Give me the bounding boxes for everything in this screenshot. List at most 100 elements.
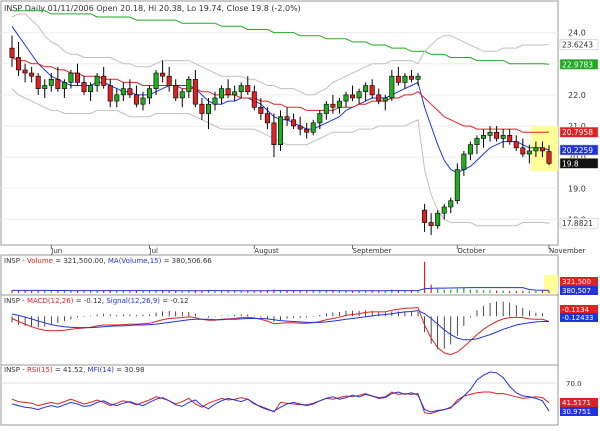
candle-body-42 [284, 116, 290, 121]
candle-body-24 [166, 75, 172, 86]
volume-header-ma-label: MA(Volume,15) [108, 257, 162, 265]
candle-body-7 [55, 78, 61, 89]
candle-body-63 [422, 209, 428, 223]
month-label-5: November [549, 247, 586, 255]
candle-body-82 [546, 151, 552, 164]
candle-body-14 [101, 75, 107, 86]
volume-bar-78 [522, 290, 524, 293]
candle-body-1 [16, 57, 22, 71]
candle-body-10 [74, 72, 80, 83]
rsi-panel-frame [0, 364, 559, 426]
volume-bar-56 [378, 291, 380, 293]
candle-body-25 [173, 85, 179, 99]
candle-body-3 [29, 72, 35, 77]
candle-body-64 [428, 222, 434, 226]
price-tag-0 [559, 39, 599, 50]
volume-bar-12 [89, 290, 92, 293]
volume-bar-74 [496, 290, 498, 293]
rsi-tag-bottom-text: 30.9751 [562, 408, 591, 416]
candle-body-79 [526, 150, 532, 155]
rsi-line-1 [11, 371, 550, 413]
price-tick-4: 20.0 [568, 153, 586, 162]
volume-bar-2 [24, 290, 26, 293]
candle-body-56 [376, 94, 382, 102]
price-tag-3 [559, 144, 599, 156]
volume-bar-71 [476, 289, 478, 293]
volume-bar-53 [358, 290, 360, 293]
month-label-2: August [254, 247, 279, 255]
price-panel: INSP Daily 01/11/2006 Open 20.18, Hi 20.… [0, 0, 599, 255]
rsi-lines [11, 371, 550, 415]
candle-body-6 [48, 78, 54, 86]
candle-body-20 [140, 97, 146, 105]
price-tag-4 [559, 158, 599, 169]
price-header-text: Daily 01/11/2006 Open 20.18, Hi 20.38, L… [25, 4, 301, 13]
volume-bar-8 [63, 290, 65, 293]
candle-body-2 [22, 69, 28, 74]
macd-panel: INSP - MACD(12,26) = -0.12, Signal(12,26… [0, 294, 598, 366]
candle-body-36 [245, 85, 251, 93]
price-tags: 23.6243 22.9783 20.7958 20.2259 19.8 17.8821 [559, 39, 599, 229]
rsi-header-label: RSI(15) [27, 366, 53, 374]
macd-header-signal-label: Signal(12,26,9) [106, 297, 160, 305]
candle-body-55 [369, 85, 375, 96]
macd-header-symbol: INSP [4, 297, 20, 305]
volume-bar-31 [214, 290, 216, 293]
volume-bar-62 [417, 290, 419, 293]
volume-bar-45 [306, 291, 308, 293]
month-label-3: September [353, 247, 392, 255]
volume-bar-35 [240, 290, 242, 293]
volume-bar-29 [201, 290, 203, 293]
price-tag-text-4: 19.8 [562, 159, 579, 168]
volume-bars [11, 261, 550, 293]
volume-bar-33 [227, 291, 229, 293]
volume-bar-68 [456, 288, 458, 293]
volume-bar-75 [502, 290, 504, 293]
volume-bar-61 [410, 290, 413, 293]
volume-bar-44 [299, 290, 301, 293]
rsi-tag-top-text: 41.5171 [562, 399, 591, 407]
candle-body-11 [81, 82, 87, 93]
candle-body-35 [238, 85, 244, 93]
candle-body-57 [382, 97, 388, 102]
volume-bar-26 [181, 291, 183, 293]
month-label-1: Jul [149, 247, 159, 255]
macd-tag-top-text: -0.1134 [562, 306, 590, 314]
volume-bar-36 [247, 291, 249, 293]
price-tick-2: 22.0 [568, 91, 586, 100]
volume-bar-17 [122, 290, 124, 293]
volume-bar-21 [148, 290, 151, 293]
volume-highlight [544, 275, 558, 293]
rsi-tag-bottom [560, 407, 598, 416]
candle-body-52 [350, 94, 356, 99]
rsi-header-mfi-label: MFI(14) [88, 366, 115, 374]
price-tag-5 [559, 217, 599, 229]
volume-bar-9 [70, 290, 72, 293]
candle-body-21 [147, 88, 153, 99]
candle-body-72 [481, 135, 487, 139]
candle-body-4 [35, 75, 41, 89]
volume-bar-82 [548, 290, 550, 293]
macd-header-label: MACD(12,26) [27, 297, 74, 305]
candle-body-71 [474, 138, 480, 145]
volume-bar-22 [155, 290, 157, 293]
volume-bar-0 [11, 290, 13, 293]
volume-header-ma-value: 380,506.66 [172, 257, 213, 265]
candle-body-77 [513, 141, 519, 149]
candle-body-59 [395, 75, 401, 83]
candle-body-53 [356, 91, 362, 99]
volume-bar-70 [469, 289, 472, 293]
candle-body-51 [343, 94, 349, 102]
price-line-3 [11, 13, 550, 96]
candle-body-38 [258, 107, 264, 114]
candle-body-13 [94, 75, 100, 86]
volume-bar-41 [279, 290, 282, 293]
volume-bar-79 [528, 290, 530, 293]
volume-bar-5 [44, 290, 46, 293]
volume-bar-43 [292, 290, 295, 293]
volume-header-symbol: INSP [4, 257, 20, 265]
macd-line-0 [11, 307, 550, 356]
volume-bar-38 [260, 290, 262, 293]
